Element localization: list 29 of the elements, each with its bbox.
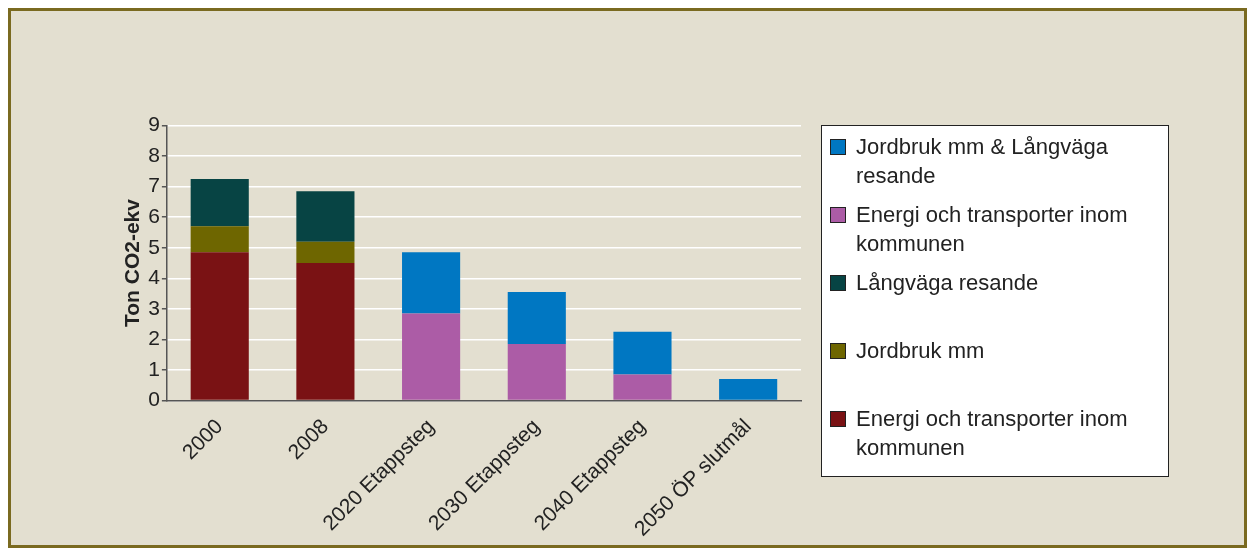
y-tick-label: 5 [148,234,160,258]
bar [402,252,461,314]
y-tick-label: 1 [148,356,160,380]
legend-label: Jordbruk mm [856,337,985,365]
y-tick-label: 2 [148,326,160,350]
y-tick-label: 7 [148,173,160,197]
bar [613,374,672,400]
bar [296,191,355,242]
bar [190,179,249,227]
y-tick-label: 3 [148,295,160,319]
y-axis-title: Ton CO2-ekv [120,198,144,327]
y-tick-label: 0 [148,387,160,411]
bar [402,313,461,400]
y-tick-label: 9 [148,112,160,136]
y-tick-label: 4 [148,265,161,289]
y-tick-label: 6 [148,204,160,227]
bar [507,292,566,344]
bar [190,252,249,400]
bar [613,331,672,375]
legend-label: Långväga resande [856,269,1039,297]
bar [296,263,355,400]
y-tick-label: 8 [148,142,160,166]
legend-label: Jordbruk mm & Långväga resande [856,133,1109,190]
bar [296,241,355,263]
bar [719,379,778,400]
bar [190,226,249,253]
legend-label: Energi och transporter inom kommunen [856,201,1129,258]
legend-label: Energi och transporter inom kommunen [856,405,1129,462]
bar [507,343,566,400]
